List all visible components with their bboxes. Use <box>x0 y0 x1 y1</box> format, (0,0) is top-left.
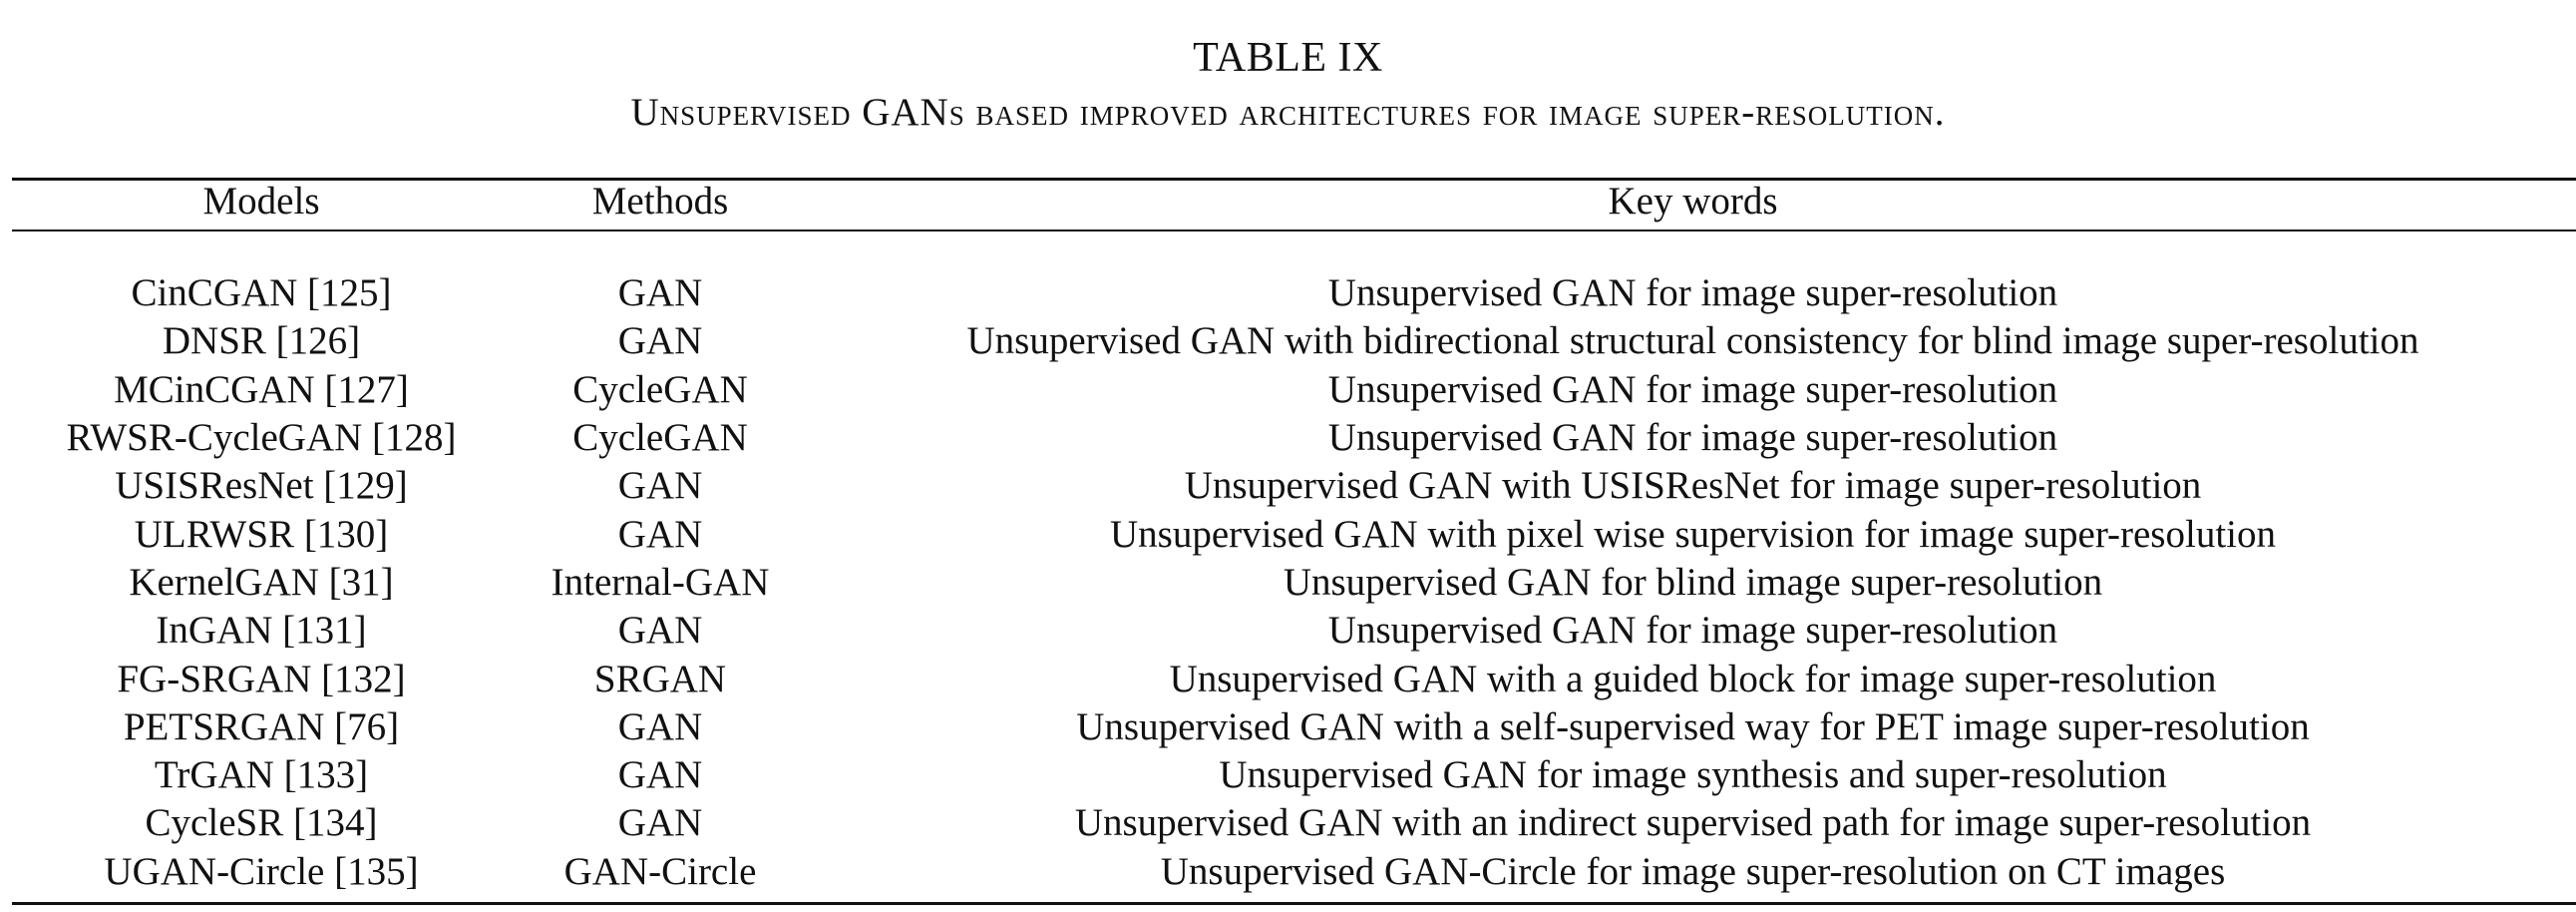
key-words-cell: Unsupervised GAN for image super-resolut… <box>1327 367 2058 411</box>
table-row: InGAN [131] GAN Unsupervised GAN for image… <box>12 607 2576 655</box>
method-cell: GAN <box>617 319 703 363</box>
model-cell: TrGAN [133] <box>154 753 369 797</box>
key-words-cell: Unsupervised GAN-Circle for image super-… <box>1160 849 2226 893</box>
model-cell: KernelGAN [31] <box>129 560 394 604</box>
model-cell: InGAN [131] <box>156 609 367 653</box>
header-rule <box>12 229 2576 231</box>
key-words-cell: Unsupervised GAN for image super-resolut… <box>1327 416 2058 460</box>
header-row: Models Methods Key words <box>12 178 2576 231</box>
model-cell: UGAN-Circle [135] <box>104 849 419 893</box>
table-row: USISResNet [129] GAN Unsupervised GAN with… <box>12 462 2576 510</box>
table-row: FG-SRGAN [132] SRGAN Unsupervised GAN with… <box>12 655 2576 702</box>
table-row: MCinCGAN [127] CycleGAN Unsupervised GAN f… <box>12 366 2576 414</box>
table-row: ULRWSR [130] GAN Unsupervised GAN with pix… <box>12 510 2576 558</box>
key-words-cell: Unsupervised GAN with USISResNet for ima… <box>1184 464 2202 508</box>
table-row: CycleSR [134] GAN Unsupervised GAN with an… <box>12 799 2576 847</box>
key-words-cell: Unsupervised GAN for blind image super-r… <box>1283 560 2103 604</box>
table-row: UGAN-Circle [135] GAN-Circle Unsupervised … <box>12 848 2576 896</box>
key-words-cell: Unsupervised GAN with a guided block for… <box>1169 657 2217 700</box>
table-row: KernelGAN [31] Internal-GAN Unsupervised G… <box>12 559 2576 607</box>
column-header-key-words: Key words <box>1608 180 1778 223</box>
model-cell: USISResNet [129] <box>115 464 408 508</box>
table-row: CinCGAN [125] GAN Unsupervised GAN for ima… <box>12 269 2576 317</box>
method-cell: GAN <box>617 609 703 653</box>
model-cell: DNSR [126] <box>162 319 361 363</box>
table-caption: TABLE IX Unsupervised GANs based improve… <box>0 30 2576 138</box>
key-words-cell: Unsupervised GAN with a self-supervised … <box>1076 704 2310 748</box>
method-cell: Internal-GAN <box>551 560 770 604</box>
method-cell: CycleGAN <box>572 367 748 411</box>
key-words-cell: Unsupervised GAN for image super-resolut… <box>1327 609 2058 653</box>
model-cell: FG-SRGAN [132] <box>117 657 406 700</box>
column-header-models: Models <box>202 180 320 223</box>
method-cell: CycleGAN <box>572 416 748 460</box>
table-row: PETSRGAN [76] GAN Unsupervised GAN with a … <box>12 703 2576 751</box>
model-cell: RWSR-CycleGAN [128] <box>66 416 457 460</box>
table-row: TrGAN [133] GAN Unsupervised GAN for image… <box>12 751 2576 799</box>
key-words-cell: Unsupervised GAN with pixel wise supervi… <box>1109 512 2276 556</box>
top-rule <box>12 178 2576 181</box>
bottom-rule <box>12 902 2576 905</box>
method-cell: GAN <box>617 464 703 508</box>
table-row: DNSR [126] GAN Unsupervised GAN with bidir… <box>12 317 2576 365</box>
table-title: Unsupervised GANs based improved archite… <box>630 91 1946 134</box>
key-words-cell: Unsupervised GAN with bidirectional stru… <box>966 319 2419 363</box>
model-cell: CycleSR [134] <box>145 801 378 845</box>
method-cell: GAN-Circle <box>563 849 757 893</box>
key-words-cell: Unsupervised GAN with an indirect superv… <box>1074 801 2312 845</box>
table-label: TABLE IX <box>1193 35 1383 81</box>
model-cell: CinCGAN [125] <box>131 271 392 315</box>
model-cell: PETSRGAN [76] <box>123 704 400 748</box>
method-cell: GAN <box>617 801 703 845</box>
method-cell: GAN <box>617 512 703 556</box>
method-cell: SRGAN <box>593 657 727 700</box>
table-row: RWSR-CycleGAN [128] CycleGAN Unsupervised … <box>12 414 2576 462</box>
architectures-table: Models Methods Key words CinCGAN [125] GA… <box>12 178 2576 896</box>
method-cell: GAN <box>617 271 703 315</box>
key-words-cell: Unsupervised GAN for image super-resolut… <box>1327 271 2058 315</box>
header-spacer <box>12 231 2576 269</box>
method-cell: GAN <box>617 753 703 797</box>
model-cell: ULRWSR [130] <box>134 512 389 556</box>
method-cell: GAN <box>617 704 703 748</box>
key-words-cell: Unsupervised GAN for image synthesis and… <box>1219 753 2167 797</box>
column-header-methods: Methods <box>591 180 729 223</box>
model-cell: MCinCGAN [127] <box>114 367 409 411</box>
